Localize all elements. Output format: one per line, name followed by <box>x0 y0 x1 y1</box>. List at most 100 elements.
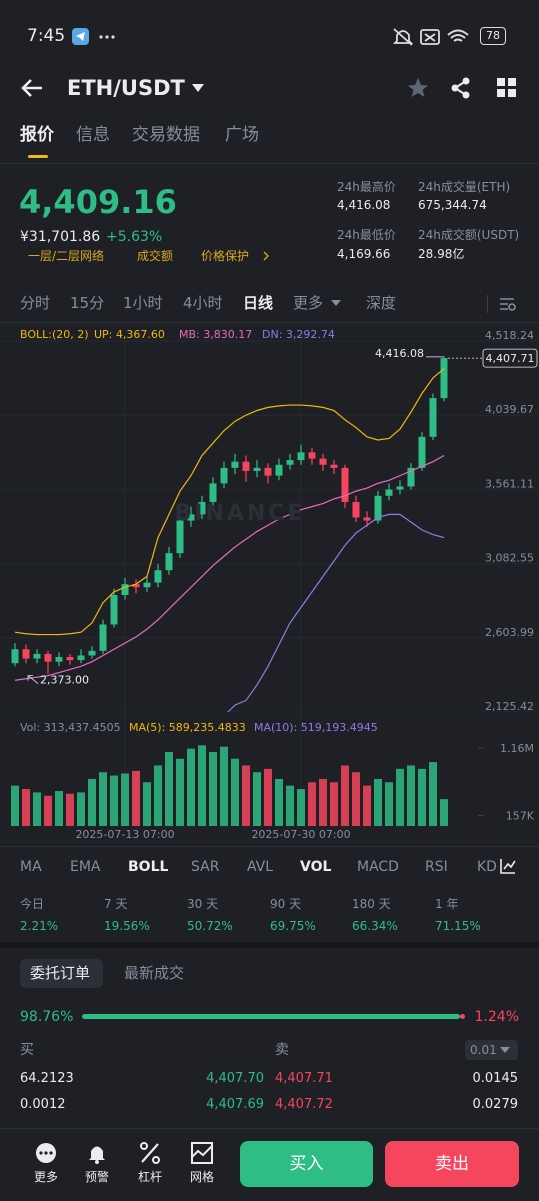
nav-label[interactable]: 预警 <box>85 1170 110 1184</box>
tab-indicator <box>28 155 48 158</box>
timeframe[interactable]: 4小时 <box>183 294 223 312</box>
info-link[interactable]: 一层/二层网络 <box>28 249 105 263</box>
boll-legend: BOLL:(20, 2) <box>20 328 89 341</box>
tab[interactable]: 报价 <box>20 125 54 145</box>
volume-bar <box>55 791 63 826</box>
volume-bar <box>88 778 96 826</box>
volume-bar <box>99 772 107 826</box>
indicator-tab[interactable]: SAR <box>191 859 220 875</box>
candle-body <box>352 501 360 518</box>
volume-bar <box>44 795 52 826</box>
boll-legend: MB: 3,830.17 <box>179 328 252 341</box>
stat-label: 24h最高价 <box>337 180 396 194</box>
ask-qty: 0.0145 <box>472 1071 519 1086</box>
pair-title[interactable]: ETH/USDT <box>67 76 185 100</box>
candle-body <box>374 495 382 521</box>
tab[interactable]: 信息 <box>76 125 110 145</box>
tab[interactable]: 交易数据 <box>132 125 200 145</box>
info-link[interactable]: 成交额 <box>137 249 174 263</box>
performance-value: 50.72% <box>187 919 233 933</box>
volume-bar <box>297 789 305 826</box>
volume-bar <box>110 775 118 826</box>
indicator-tab[interactable]: RSI <box>425 859 448 875</box>
performance-value: 66.34% <box>352 919 398 933</box>
volume-bar <box>396 768 404 826</box>
grid-button[interactable] <box>496 77 518 99</box>
candle-body <box>11 649 19 664</box>
volume-bar <box>132 770 140 826</box>
volume-bar <box>253 772 261 826</box>
volume-bar <box>264 768 272 826</box>
tab[interactable]: 广场 <box>225 125 259 145</box>
info-link[interactable]: 价格保护 <box>201 249 250 263</box>
timeframe[interactable]: 15分 <box>70 294 105 312</box>
nav-label[interactable]: 杠杆 <box>138 1170 163 1184</box>
status-icons-left <box>72 28 115 45</box>
divider <box>0 322 539 323</box>
order-tab[interactable]: 委托订单 <box>30 964 91 982</box>
back-button[interactable] <box>20 76 46 100</box>
volume-bar <box>286 785 294 826</box>
volume-bar <box>440 799 448 826</box>
volume-legend: MA(5): 589,235.4833 <box>129 721 246 734</box>
last-price-box <box>482 348 538 368</box>
timeframe[interactable]: 深度 <box>366 294 397 312</box>
price-cny: ¥31,701.86 <box>20 229 101 245</box>
precision-value: 0.01 <box>470 1043 497 1057</box>
favorite-button[interactable] <box>406 76 430 100</box>
y-tick-label: 3,082.55 <box>485 552 534 565</box>
performance-value: 69.75% <box>270 919 316 933</box>
timeframe[interactable]: 1小时 <box>123 294 163 312</box>
volume-bar <box>220 746 228 826</box>
y-tick-label: 3,561.11 <box>485 477 534 490</box>
indicator-tab[interactable]: AVL <box>247 859 274 875</box>
candle-body <box>286 460 294 465</box>
pair-dropdown[interactable] <box>191 83 205 93</box>
precision-select[interactable] <box>465 1040 518 1060</box>
status-battery: 78 <box>480 27 506 45</box>
volume-bar <box>165 752 173 826</box>
indicator-tab[interactable]: KD <box>477 860 497 874</box>
indicator-tab[interactable]: VOL <box>300 859 332 875</box>
performance-label: 1 年 <box>435 897 459 911</box>
stat-value: 675,344.74 <box>418 198 487 212</box>
candle-body <box>429 398 437 437</box>
indicator-tab[interactable]: MA <box>20 859 42 875</box>
ask-header: 卖 <box>275 1042 289 1058</box>
nav-label[interactable]: 网格 <box>190 1170 215 1184</box>
volume-bar <box>11 785 19 826</box>
chart-settings[interactable] <box>499 296 517 312</box>
volume-legend: Vol: 313,437.4505 <box>20 721 121 734</box>
kline-chart: BOLL:(20, 2) UP: 4,367.60 MB: 3,830.17 DN: … <box>11 328 538 841</box>
buy-button[interactable]: 买入 <box>240 1141 373 1187</box>
volume-bar <box>330 782 338 826</box>
timeframe[interactable]: 日线 <box>243 294 274 312</box>
buy-ratio-bar <box>82 1014 461 1019</box>
timeframe[interactable]: 分时 <box>20 294 51 312</box>
performance-label: 7 天 <box>104 897 128 911</box>
sell-button[interactable]: 卖出 <box>385 1141 519 1187</box>
ask-price: 4,407.72 <box>275 1097 333 1112</box>
share-button[interactable] <box>449 76 473 100</box>
volume-bar <box>231 758 239 826</box>
candle-body <box>44 653 52 662</box>
volume-bar <box>352 772 360 826</box>
indicator-tab[interactable]: EMA <box>70 859 101 875</box>
candle-body <box>33 653 41 659</box>
volume-bar <box>33 792 41 826</box>
indicator-settings[interactable] <box>499 857 517 875</box>
volume-tick-label: 157K <box>506 809 535 822</box>
volume-bar <box>407 765 415 826</box>
divider <box>487 295 488 313</box>
bid-price: 4,407.70 <box>206 1071 264 1086</box>
indicator-tab[interactable]: MACD <box>357 859 399 875</box>
candle-body <box>176 520 184 554</box>
timeframe[interactable]: 更多 <box>293 294 324 312</box>
low-marker <box>27 675 39 684</box>
performance-label: 90 天 <box>270 897 302 911</box>
order-tab[interactable]: 最新成交 <box>124 964 185 982</box>
nav-label[interactable]: 更多 <box>34 1170 59 1184</box>
performance-value: 71.15% <box>435 919 481 933</box>
status-time: 7:45 <box>27 26 66 46</box>
indicator-tab[interactable]: BOLL <box>128 859 169 875</box>
